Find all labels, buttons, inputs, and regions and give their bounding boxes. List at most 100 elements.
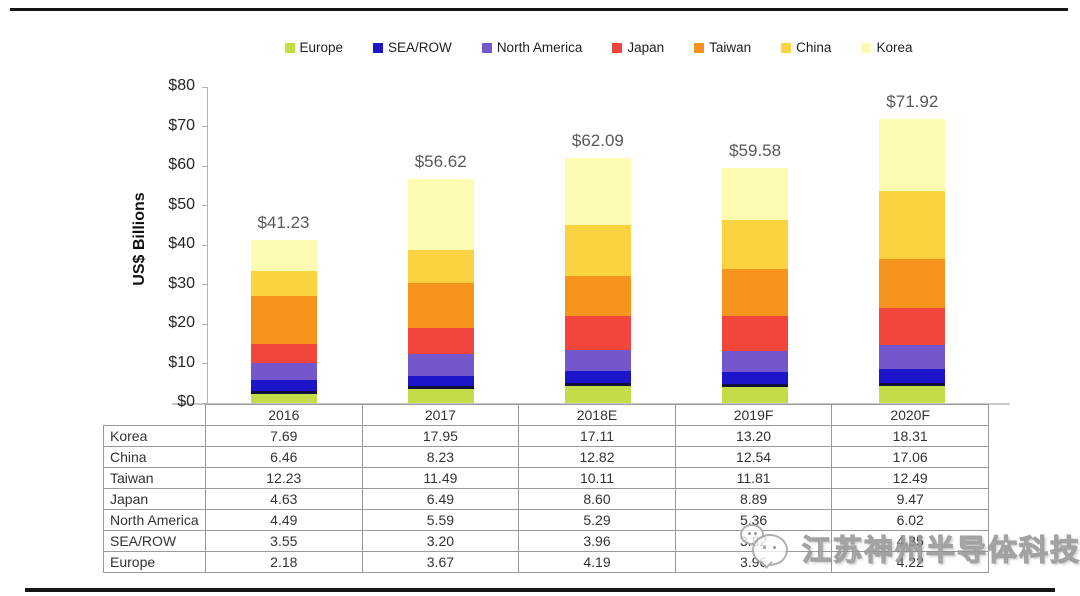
bar-segment-north-america-2016 [250, 362, 317, 381]
y-tick-label: $40 [168, 235, 195, 252]
legend-label: Japan [627, 40, 665, 55]
bar-segment-sea-row-2020f [879, 369, 946, 387]
y-tick-mark [202, 323, 207, 325]
table-cell: 11.49 [361, 467, 520, 489]
table-row-label: China [103, 446, 206, 468]
legend-label: SEA/ROW [388, 40, 452, 55]
bar-segment-taiwan-2016 [250, 296, 317, 345]
legend-swatch-icon [612, 42, 623, 53]
y-tick-label: $10 [168, 353, 195, 371]
y-tick-mark [202, 205, 207, 206]
wechat-logo-icon [738, 524, 794, 572]
table-cell: 6.46 [205, 446, 363, 468]
y-tick-mark [202, 165, 207, 167]
watermark-text: 江苏神州半导体科技 [801, 534, 1080, 567]
table-cell: 5.29 [518, 509, 676, 531]
table-cell: 18.31 [831, 425, 989, 447]
table-cell: 8.89 [674, 488, 833, 510]
table-row-label: SEA/ROW [103, 530, 206, 552]
table-year-header: 2016 [205, 404, 363, 426]
table-cell: 10.11 [518, 467, 676, 489]
y-tick-label: $20 [168, 314, 195, 331]
table-cell: 9.47 [831, 488, 989, 510]
table-cell: 12.49 [831, 467, 989, 489]
y-tick-mark [202, 126, 207, 127]
table-year-header: 2018E [518, 404, 676, 426]
y-tick-label: $30 [168, 274, 195, 292]
legend-item: Korea [861, 40, 912, 55]
y-tick-label: $50 [168, 195, 195, 213]
bar-total-label: $41.23 [257, 213, 310, 233]
y-axis-line [207, 87, 208, 403]
watermark: 江苏神州半导体科技 [738, 524, 1080, 572]
table-row: Europe 2.18 3.67 4.19 3.96 4.22 [103, 551, 989, 573]
plot-area: $0 $10 $20 $30 $40 $50 $60 $70 $80 $41.23 $56.62 $6… [168, 77, 1010, 410]
table-cell: 7.69 [205, 425, 363, 447]
legend-swatch-icon [373, 42, 384, 53]
table-year-header: 2020F [831, 404, 989, 426]
table-cell: 3.96 [518, 530, 676, 552]
legend-item: North America [481, 40, 583, 55]
bar-segment-china-2017 [407, 250, 474, 283]
bar-segment-europe-2016 [250, 394, 317, 403]
bar-segment-sea-row-2016 [250, 380, 317, 395]
table-cell: 13.20 [674, 425, 833, 447]
legend-swatch-icon [861, 42, 872, 53]
table-cell: 4.63 [205, 488, 363, 510]
bar-segment-china-2016 [250, 270, 317, 297]
table-cell: 4.49 [205, 509, 363, 531]
bar-segment-china-2020f [879, 191, 946, 259]
table-cell: 17.11 [518, 425, 676, 447]
legend-swatch-icon [481, 42, 492, 53]
table-row-label: Japan [103, 488, 206, 510]
table-cell: 17.06 [831, 446, 989, 468]
table-cell: 3.20 [361, 530, 520, 552]
bottom-divider [25, 588, 1055, 592]
bar-segment-taiwan-2018e [564, 276, 631, 316]
table-row-label: Taiwan [103, 467, 206, 489]
bar-segment-europe-2020f [879, 386, 946, 403]
table-row: Korea 7.69 17.95 17.11 13.20 18.31 [103, 425, 989, 447]
table-cell: 12.23 [205, 467, 363, 489]
bar-segment-europe-2018e [564, 386, 631, 403]
legend-label: Taiwan [709, 40, 752, 55]
legend-label: Korea [876, 40, 913, 55]
table-cell: 4.19 [518, 551, 676, 573]
legend-item: Europe [284, 40, 344, 55]
y-tick-label: $0 [177, 393, 195, 410]
bar-total-label: $56.62 [414, 152, 467, 172]
y-tick-label: $60 [168, 156, 195, 173]
bar-segment-japan-2019f [722, 316, 789, 352]
y-tick-mark [202, 402, 207, 404]
bar-segment-korea-2017 [407, 179, 474, 251]
bar-segment-north-america-2019f [722, 351, 789, 373]
bar-segment-korea-2019f [722, 167, 789, 220]
y-tick-label: $70 [168, 116, 195, 134]
legend-label: North America [496, 40, 583, 55]
y-tick-mark [202, 363, 207, 364]
legend-swatch-icon [694, 42, 705, 53]
bar-total-label: $62.09 [571, 130, 624, 150]
bar-segment-japan-2018e [564, 315, 631, 350]
table-cell: 8.23 [361, 446, 520, 468]
table-cell: 3.67 [361, 551, 520, 573]
top-divider [10, 8, 1068, 11]
table-row: Japan 4.63 6.49 8.60 8.89 9.47 [103, 488, 989, 510]
table-cell: 12.54 [674, 446, 833, 468]
legend-label: Europe [299, 40, 344, 55]
bar-segment-taiwan-2019f [722, 269, 789, 316]
legend-swatch-icon [284, 42, 295, 53]
bar-total-label: $71.92 [886, 91, 939, 111]
table-year-header: 2017 [361, 404, 520, 426]
bar-segment-taiwan-2017 [407, 282, 474, 329]
legend-item: Japan [612, 40, 664, 55]
legend-swatch-icon [781, 42, 792, 53]
table-year-header: 2019F [674, 404, 833, 426]
legend-item: China [781, 40, 831, 55]
table-cell: 5.36 [674, 509, 833, 531]
bar-segment-north-america-2020f [879, 345, 946, 370]
table-cell: 4.22 [831, 551, 989, 573]
bar-segment-sea-row-2019f [722, 372, 789, 388]
table-cell: 5.59 [361, 509, 520, 531]
legend-label: China [796, 40, 832, 55]
